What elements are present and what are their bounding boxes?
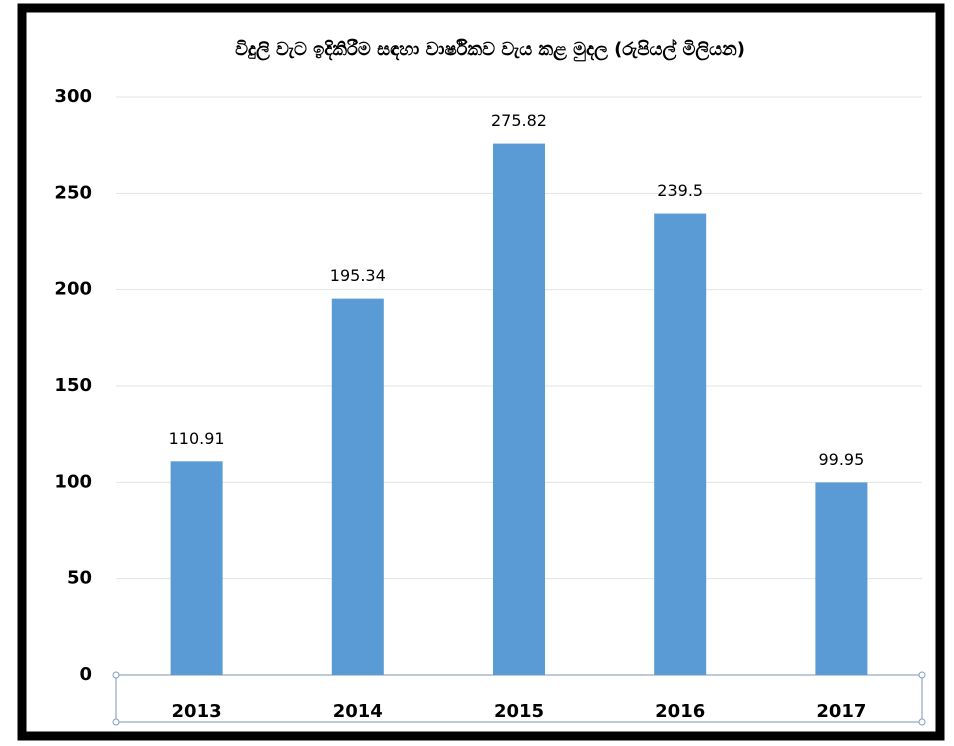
handle xyxy=(112,671,120,679)
data-label: 239.5 xyxy=(657,181,703,200)
data-label: 275.82 xyxy=(491,111,547,130)
y-tick-label: 100 xyxy=(54,471,92,492)
handle xyxy=(112,718,120,726)
x-tick-label: 2017 xyxy=(816,701,866,722)
y-tick-label: 150 xyxy=(54,375,92,396)
y-tick-label: 50 xyxy=(67,568,92,589)
data-label: 195.34 xyxy=(330,266,386,285)
data-label: 99.95 xyxy=(818,450,864,469)
bar xyxy=(493,143,545,676)
bar xyxy=(815,482,868,675)
y-tick-label: 200 xyxy=(54,279,92,300)
data-label: 110.91 xyxy=(169,429,225,448)
x-tick-label: 2016 xyxy=(655,701,705,722)
y-tick-label: 0 xyxy=(79,664,92,685)
bar xyxy=(654,213,707,675)
chart-title: විදුලි වැට ඉදිකිරීම සඳහා වාර්ෂිකව වැය කළ… xyxy=(235,38,745,61)
handle xyxy=(918,671,926,679)
x-tick-label: 2013 xyxy=(172,701,222,722)
bar xyxy=(331,298,384,675)
y-tick-label: 300 xyxy=(54,86,92,107)
handle xyxy=(918,718,926,726)
y-tick-label: 250 xyxy=(54,182,92,203)
frame xyxy=(17,3,945,741)
x-tick-label: 2014 xyxy=(333,701,383,722)
x-tick-label: 2015 xyxy=(494,701,544,722)
bar xyxy=(170,461,223,675)
